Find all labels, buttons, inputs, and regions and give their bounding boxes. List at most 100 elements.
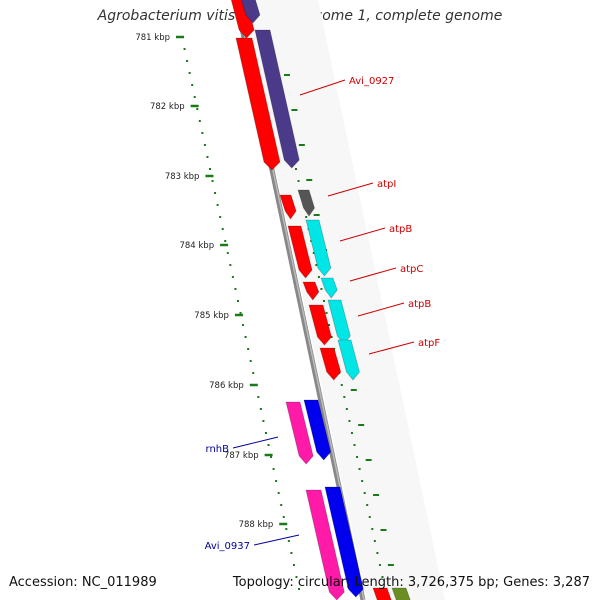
summary-text: Topology: circular; Length: 3,726,375 bp… [232, 575, 590, 590]
kbp-tick-label: 783 kbp [165, 172, 200, 182]
tick-dot [350, 432, 353, 434]
tick-dot [280, 504, 283, 506]
gene-arrow-red [279, 194, 297, 220]
tick-dot [371, 528, 374, 530]
tick-dot [186, 60, 189, 62]
kbp-tick-label: 788 kbp [239, 520, 274, 530]
gene-label-leader [299, 79, 346, 96]
tick-dot [348, 420, 351, 422]
gene-label-atpc: atpC [400, 264, 423, 275]
gene-label-leader [349, 267, 397, 282]
tick-dot [193, 96, 196, 98]
gene-arrow-avi0927 [254, 29, 300, 169]
tick-dot [294, 168, 297, 170]
gene-label-atpb: atpB [389, 224, 412, 235]
gene-arrow-atpC [320, 277, 338, 299]
gene-arrow-atpF [337, 339, 360, 381]
tick-dot [345, 408, 348, 410]
tick-dot [343, 396, 346, 398]
tick-dot [356, 456, 359, 458]
tick-dot [231, 276, 234, 278]
tick-dot [381, 576, 384, 578]
tick-dot [322, 300, 325, 302]
gene-label-leader [232, 436, 279, 449]
gene-arrow-red [372, 587, 392, 600]
tick-dot [363, 492, 366, 494]
tick-dot [317, 276, 320, 278]
tick-dot [239, 312, 242, 314]
tick-dot [183, 48, 186, 50]
gene-label-leader [357, 302, 405, 317]
gene-label-leader [253, 534, 300, 546]
tick-dot [242, 324, 245, 326]
kbp-tick-label: 784 kbp [179, 241, 214, 251]
gene-arrow-rnhB [303, 399, 332, 461]
kbp-tick-label: 787 kbp [224, 451, 259, 461]
tick-dot [320, 288, 323, 290]
tick-dot [259, 408, 262, 410]
tick-dot [295, 576, 298, 578]
gene-arrow-red [319, 347, 342, 381]
tick-dot [272, 468, 275, 470]
gene-arrow-magenta [285, 401, 314, 465]
gene-arrow-olive [391, 587, 411, 600]
kbp-tick-label: 785 kbp [194, 311, 229, 321]
tick-dot [328, 324, 331, 326]
gene-label-atpi: atpI [377, 179, 396, 190]
tick-dot [188, 72, 191, 74]
tick-dot [262, 420, 265, 422]
tick-dot [252, 372, 255, 374]
tick-dot [282, 516, 285, 518]
tick-dot [290, 552, 293, 554]
tick-dot [214, 192, 217, 194]
tick-dot [315, 264, 318, 266]
tick-dot [297, 180, 300, 182]
tick-dot [211, 180, 214, 182]
tick-dot [208, 168, 211, 170]
tick-dot [219, 216, 222, 218]
gene-arrow-atpB [305, 219, 332, 277]
gene-label-avi_0937: Avi_0937 [205, 541, 250, 552]
tick-dot [206, 156, 209, 158]
tick-dot [373, 540, 376, 542]
accession-text: Accession: NC_011989 [9, 575, 157, 590]
kbp-tick-label: 781 kbp [135, 33, 170, 43]
gene-arrow-red [302, 281, 320, 301]
tick-dot [270, 456, 273, 458]
tick-dot [305, 216, 308, 218]
gene-arrow-red [308, 304, 332, 346]
gene-arrow-magenta [305, 489, 345, 600]
tick-dot [378, 564, 381, 566]
tick-dot [264, 432, 267, 434]
tick-dot [257, 396, 260, 398]
tick-dot [198, 120, 201, 122]
tick-dot [201, 132, 204, 134]
tick-dot [358, 468, 361, 470]
tick-dot [247, 348, 250, 350]
gene-label-rnhb: rnhB [206, 444, 230, 455]
tick-dot [203, 144, 206, 146]
tick-dot [340, 384, 343, 386]
tick-dot [312, 252, 315, 254]
tick-dot [267, 444, 270, 446]
tick-dot [376, 552, 379, 554]
tick-dot [366, 504, 369, 506]
tick-dot [285, 528, 288, 530]
gene-label-atpb: atpB [408, 299, 431, 310]
tick-dot [244, 336, 247, 338]
kbp-tick-label: 786 kbp [209, 381, 244, 391]
tick-dot [224, 240, 227, 242]
gene-label-leader [368, 341, 415, 355]
kbp-tick-label: 782 kbp [150, 102, 185, 112]
gene-arrow-red [235, 37, 281, 171]
tick-dot [287, 540, 290, 542]
gene-label-atpf: atpF [418, 338, 440, 349]
tick-dot [330, 336, 333, 338]
tick-dot [353, 444, 356, 446]
tick-dot [221, 228, 224, 230]
tick-dot [216, 204, 219, 206]
gene-label-leader [339, 227, 386, 242]
tick-dot [368, 516, 371, 518]
